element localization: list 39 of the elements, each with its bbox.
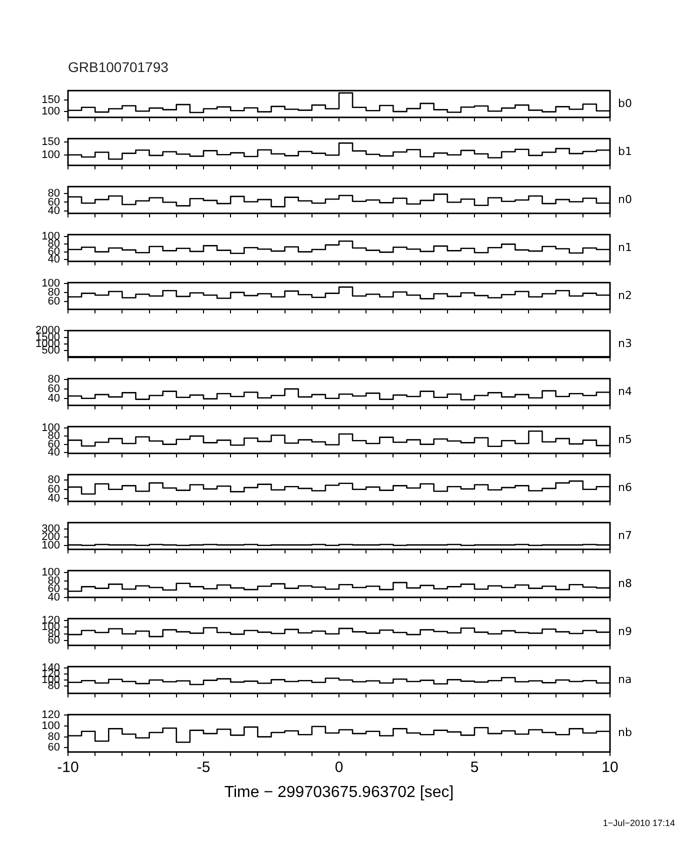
x-tick-label: -10 [57,759,79,776]
y-tick-label: 40 [48,392,60,404]
series-label: n2 [618,288,632,302]
series-label: n0 [618,192,632,206]
x-tick-label: 10 [602,759,618,776]
y-tick-label: 60 [48,634,60,647]
text: 1−Jul−2010 17:14 [602,818,675,828]
y-tick-label: 40 [48,254,60,266]
x-tick-label: -5 [196,759,210,776]
series-label: b0 [618,96,632,110]
series-label: n7 [618,528,632,542]
series-label: n9 [618,624,632,638]
y-tick-label: 120 [42,709,60,722]
y-tick-label: 100 [42,106,60,118]
series-label: n5 [618,432,632,446]
series-label: n3 [618,336,632,350]
y-tick-label: 40 [48,446,60,459]
series-label: na [618,672,632,686]
series-label: nb [618,726,632,740]
y-tick-label: 100 [42,148,60,161]
y-tick-label: 40 [48,492,60,505]
x-tick-label: 0 [334,759,344,776]
y-tick-label: 60 [48,742,60,754]
x-tick-label: 5 [470,759,479,776]
series-label: n6 [618,480,632,494]
series-label: b1 [618,144,632,158]
y-tick-label: 150 [42,136,60,148]
y-tick-label: 80 [48,680,60,692]
y-tick-label: 80 [48,730,60,743]
series-label: n4 [618,384,632,398]
chart-title: GRB100701793 [68,58,170,77]
y-tick-label: 150 [42,94,60,106]
series-label: n1 [618,240,632,254]
y-tick-label: 40 [48,205,60,218]
series-label: n8 [618,576,632,590]
x-axis-title: Time − 299703675.963702 [sec] [223,784,455,802]
y-tick-label: 80 [48,187,60,200]
y-tick-label: 500 [42,344,60,357]
y-tick-label: 100 [42,720,60,732]
